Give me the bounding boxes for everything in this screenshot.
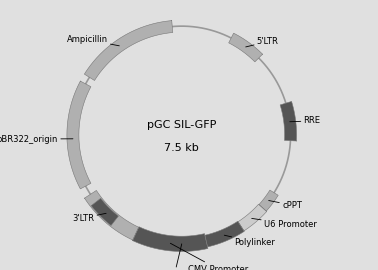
Text: CMV Promoter: CMV Promoter — [170, 243, 248, 270]
Text: U6 Promoter: U6 Promoter — [252, 218, 317, 229]
Text: 7.5 kb: 7.5 kb — [164, 143, 199, 153]
Text: GFP: GFP — [166, 244, 183, 270]
Text: RRE: RRE — [290, 116, 321, 126]
Polygon shape — [238, 204, 267, 231]
Text: 3'LTR: 3'LTR — [72, 213, 106, 222]
Text: Ampicillin: Ampicillin — [67, 35, 119, 46]
Polygon shape — [259, 190, 278, 211]
Text: 5'LTR: 5'LTR — [246, 37, 279, 47]
Polygon shape — [84, 21, 173, 80]
Polygon shape — [133, 227, 208, 251]
Polygon shape — [229, 33, 263, 62]
Polygon shape — [85, 190, 139, 240]
Polygon shape — [205, 221, 244, 247]
Text: pBR322_origin: pBR322_origin — [0, 134, 73, 144]
Polygon shape — [91, 198, 118, 225]
Text: pGC SIL-GFP: pGC SIL-GFP — [147, 120, 217, 130]
Polygon shape — [67, 81, 91, 189]
Text: Polylinker: Polylinker — [224, 235, 276, 247]
Text: cPPT: cPPT — [269, 201, 302, 210]
Polygon shape — [280, 102, 297, 141]
